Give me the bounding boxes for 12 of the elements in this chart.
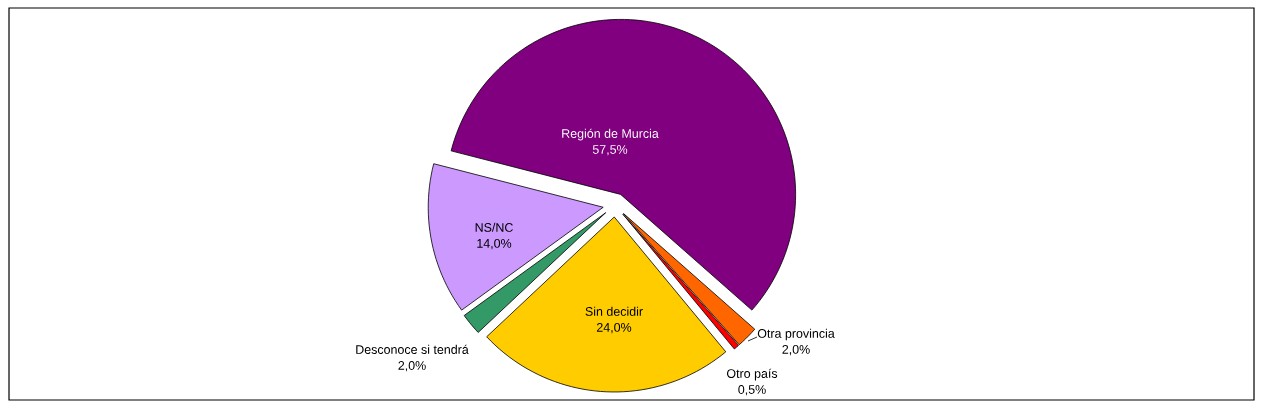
data-label: 24,0%	[596, 323, 632, 334]
slice-label: Desconoce si tendrá	[356, 344, 469, 354]
slice-label: Sin decidir	[585, 306, 643, 316]
data-label: 2,0%	[398, 361, 426, 372]
data-label: 57,5%	[592, 145, 628, 156]
slice-label: NS/NC	[475, 222, 513, 232]
data-label: 2,0%	[782, 345, 810, 356]
slice-label: Otro país	[726, 368, 778, 381]
slice-label: Otra provincia	[757, 328, 835, 341]
slice-label: Región de Murcia	[562, 128, 659, 141]
data-label: 14,0%	[477, 239, 512, 250]
data-label: 0,5%	[738, 385, 766, 396]
